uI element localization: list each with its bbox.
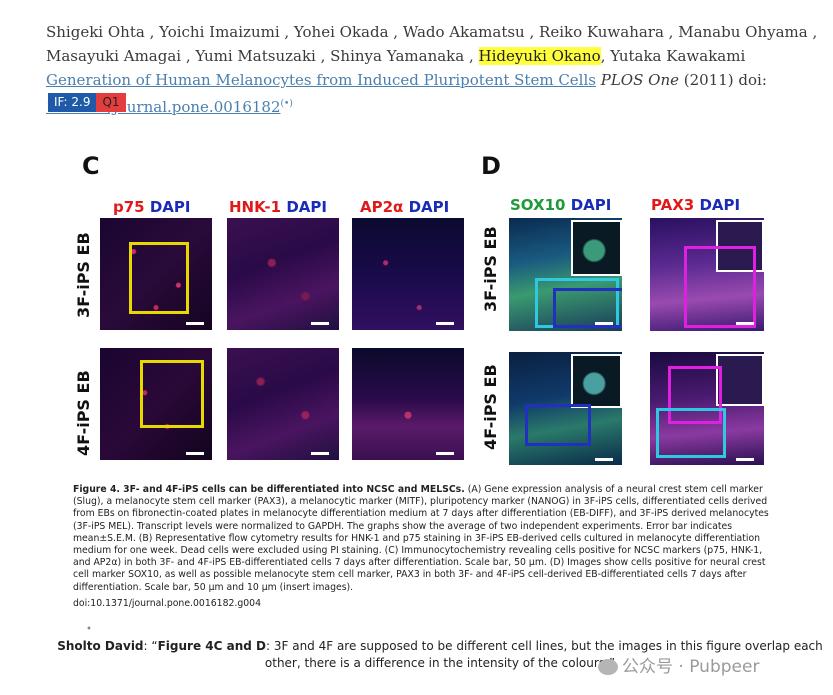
figure-doi: doi:10.1371/journal.pone.0016182.g004 (73, 598, 261, 609)
scale-bar (436, 322, 454, 325)
column-label-pax3: PAX3 DAPI (651, 196, 741, 214)
yellow-box (140, 360, 204, 428)
inset-image (716, 354, 764, 406)
blue-box (525, 404, 591, 446)
micrograph-ap2a-4f (352, 348, 464, 460)
column-label-ap2a: AP2α DAPI (360, 198, 450, 216)
citation-block: Shigeki Ohta , Yoichi Imaizumi , Yohei O… (46, 20, 821, 119)
scale-bar (186, 452, 204, 455)
scale-bar (736, 458, 754, 461)
cyan-box (656, 408, 726, 458)
figure-caption: Figure 4. 3F- and 4F-iPS cells can be di… (73, 484, 781, 594)
scale-bar (186, 322, 204, 325)
scale-bar (595, 458, 613, 461)
impact-factor-badge: IF: 2.9 (48, 93, 97, 112)
separator-dot: • (86, 624, 92, 635)
micrograph-pax3-4f (650, 352, 764, 465)
yellow-box (129, 242, 189, 314)
comment-author: Sholto David (57, 639, 144, 653)
micrograph-hnk1-4f (227, 348, 339, 460)
scale-bar (436, 452, 454, 455)
magenta-box (684, 246, 756, 328)
micrograph-pax3-3f (650, 218, 764, 331)
figure-image: C D p75 DAPI HNK-1 DAPI AP2α DAPI SOX10 … (0, 140, 833, 470)
scale-bar (311, 322, 329, 325)
journal-name: PLOS One (600, 71, 679, 89)
quartile-badge: Q1 (96, 93, 126, 112)
column-label-sox10: SOX10 DAPI (510, 196, 612, 214)
article-title-link[interactable]: Generation of Human Melanocytes from Ind… (46, 71, 596, 89)
inset-image (571, 354, 622, 408)
comment-figure-ref: Figure 4C and D (157, 639, 266, 653)
micrograph-sox10-3f (509, 218, 622, 331)
year-doi-prefix: (2011) doi: (683, 71, 767, 89)
row-label-4f: 4F-iPS EB (74, 370, 93, 456)
scale-bar (736, 322, 754, 325)
authors-text: Shigeki Ohta , Yoichi Imaizumi , Yohei O… (46, 23, 818, 65)
caption-title: Figure 4. 3F- and 4F-iPS cells can be di… (73, 484, 465, 495)
row-label-3f-d: 3F-iPS EB (481, 226, 500, 312)
pubpeer-comment: Sholto David: “Figure 4C and D: 3F and 4… (57, 639, 823, 670)
column-label-p75: p75 DAPI (113, 198, 191, 216)
micrograph-p75-3f (100, 218, 212, 330)
wechat-icon (598, 659, 618, 675)
row-label-4f-d: 4F-iPS EB (481, 364, 500, 450)
column-label-hnk1: HNK-1 DAPI (229, 198, 327, 216)
micrograph-p75-4f (100, 348, 212, 460)
panel-label-d: D (481, 152, 501, 180)
comment-text: : 3F and 4F are supposed to be different… (264, 639, 823, 670)
blue-box (553, 288, 622, 328)
altmetric-icon[interactable]: (•) (280, 99, 293, 109)
scale-bar (595, 322, 613, 325)
authors-text-after: , Yutaka Kawakami (600, 47, 746, 65)
scale-bar (311, 452, 329, 455)
micrograph-hnk1-3f (227, 218, 339, 330)
magenta-box (668, 366, 722, 424)
panel-label-c: C (82, 152, 100, 180)
micrograph-sox10-4f (509, 352, 622, 465)
highlighted-author: Hideyuki Okano (478, 47, 601, 65)
micrograph-ap2a-3f (352, 218, 464, 330)
watermark-text: 公众号 · Pubpeer (622, 657, 760, 677)
row-label-3f: 3F-iPS EB (74, 232, 93, 318)
inset-image (571, 220, 622, 276)
metrics-badges: IF: 2.9 Q1 (48, 93, 126, 112)
watermark: 公众号 · Pubpeer (598, 652, 759, 677)
caption-body: (A) Gene expression analysis of a neural… (73, 484, 769, 593)
